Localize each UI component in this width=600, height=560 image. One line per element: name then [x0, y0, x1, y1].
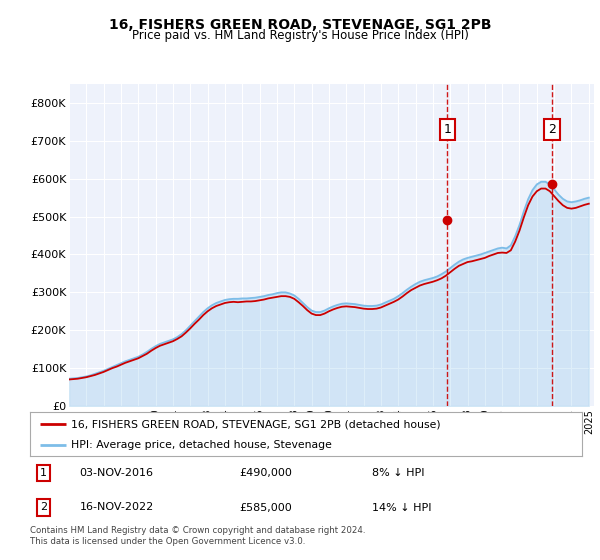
Text: Contains HM Land Registry data © Crown copyright and database right 2024.
This d: Contains HM Land Registry data © Crown c… [30, 526, 365, 546]
Text: 14% ↓ HPI: 14% ↓ HPI [372, 502, 432, 512]
Text: 1: 1 [40, 468, 47, 478]
Text: 2: 2 [548, 123, 556, 136]
Text: 8% ↓ HPI: 8% ↓ HPI [372, 468, 425, 478]
Text: 2: 2 [40, 502, 47, 512]
Text: 16, FISHERS GREEN ROAD, STEVENAGE, SG1 2PB: 16, FISHERS GREEN ROAD, STEVENAGE, SG1 2… [109, 18, 491, 32]
Text: 16-NOV-2022: 16-NOV-2022 [80, 502, 154, 512]
Text: £490,000: £490,000 [240, 468, 293, 478]
Text: 03-NOV-2016: 03-NOV-2016 [80, 468, 154, 478]
Text: HPI: Average price, detached house, Stevenage: HPI: Average price, detached house, Stev… [71, 440, 332, 450]
Text: Price paid vs. HM Land Registry's House Price Index (HPI): Price paid vs. HM Land Registry's House … [131, 29, 469, 42]
Text: £585,000: £585,000 [240, 502, 293, 512]
Text: 1: 1 [443, 123, 451, 136]
Text: 16, FISHERS GREEN ROAD, STEVENAGE, SG1 2PB (detached house): 16, FISHERS GREEN ROAD, STEVENAGE, SG1 2… [71, 419, 441, 429]
